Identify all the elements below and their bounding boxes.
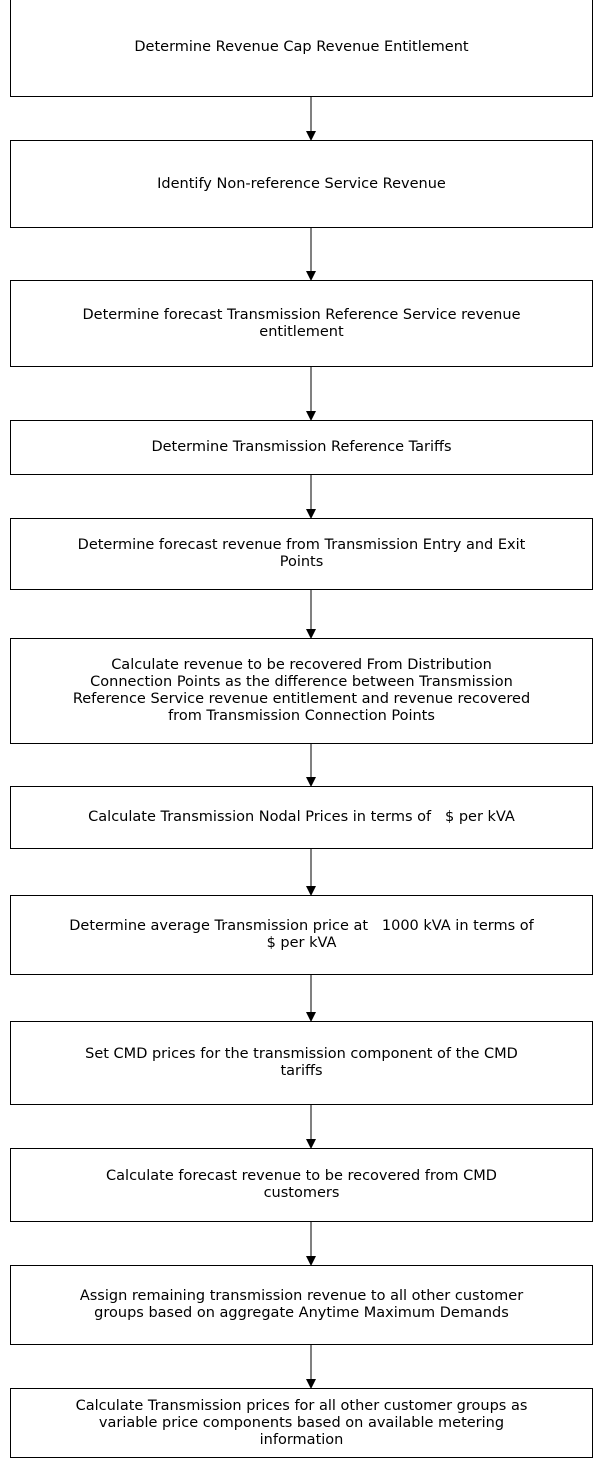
box-text: Assign remaining transmission revenue to… <box>79 1288 524 1304</box>
process-box: Assign remaining transmission revenue to… <box>10 1265 593 1345</box>
box-text: variable price components based on avail… <box>98 1414 505 1431</box>
box-text: entitlement <box>259 323 344 340</box>
process-box: Identify Non-reference Service Revenue <box>10 140 593 228</box>
process-box: Determine forecast Transmission Referenc… <box>10 280 593 367</box>
process-box: Set CMD prices for the transmission comp… <box>10 1021 593 1105</box>
box-text: Set CMD prices for the transmission comp… <box>85 1046 518 1062</box>
process-box: Calculate revenue to be recovered From D… <box>10 638 593 744</box>
box-text: Determine average Transmission price at … <box>69 918 534 934</box>
process-box: Determine average Transmission price at … <box>10 895 593 975</box>
box-text: Determine Transmission Reference Tariffs <box>151 439 452 455</box>
box-text: information <box>259 1431 344 1448</box>
box-text: Reference Service revenue entitlement an… <box>72 691 531 707</box>
box-text: from Transmission Connection Points <box>168 708 435 724</box>
box-text: groups based on aggregate Anytime Maximu… <box>94 1305 509 1321</box>
box-text: Calculate forecast revenue to be recover… <box>106 1168 497 1184</box>
process-box: Calculate Transmission prices for all ot… <box>10 1388 593 1458</box>
box-text: Determine forecast Transmission Referenc… <box>82 306 521 323</box>
box-text: customers <box>263 1185 340 1201</box>
box-text: Determine forecast revenue from Transmis… <box>77 537 526 553</box>
process-box: Calculate forecast revenue to be recover… <box>10 1148 593 1222</box>
process-box: Calculate Transmission Nodal Prices in t… <box>10 786 593 849</box>
process-box: Determine forecast revenue from Transmis… <box>10 518 593 590</box>
process-box: Determine Transmission Reference Tariffs <box>10 420 593 475</box>
box-text: Connection Points as the difference betw… <box>90 674 513 690</box>
box-text: $ per kVA <box>266 935 337 951</box>
box-text: tariffs <box>280 1063 323 1079</box>
process-box: Determine Revenue Cap Revenue Entitlemen… <box>10 0 593 97</box>
box-text: Identify Non-reference Service Revenue <box>157 175 446 192</box>
box-text: Calculate revenue to be recovered From D… <box>111 657 492 673</box>
box-text: Determine Revenue Cap Revenue Entitlemen… <box>134 39 469 55</box>
box-text: Points <box>279 554 324 570</box>
box-text: Calculate Transmission prices for all ot… <box>75 1397 528 1414</box>
box-text: Calculate Transmission Nodal Prices in t… <box>88 809 515 825</box>
